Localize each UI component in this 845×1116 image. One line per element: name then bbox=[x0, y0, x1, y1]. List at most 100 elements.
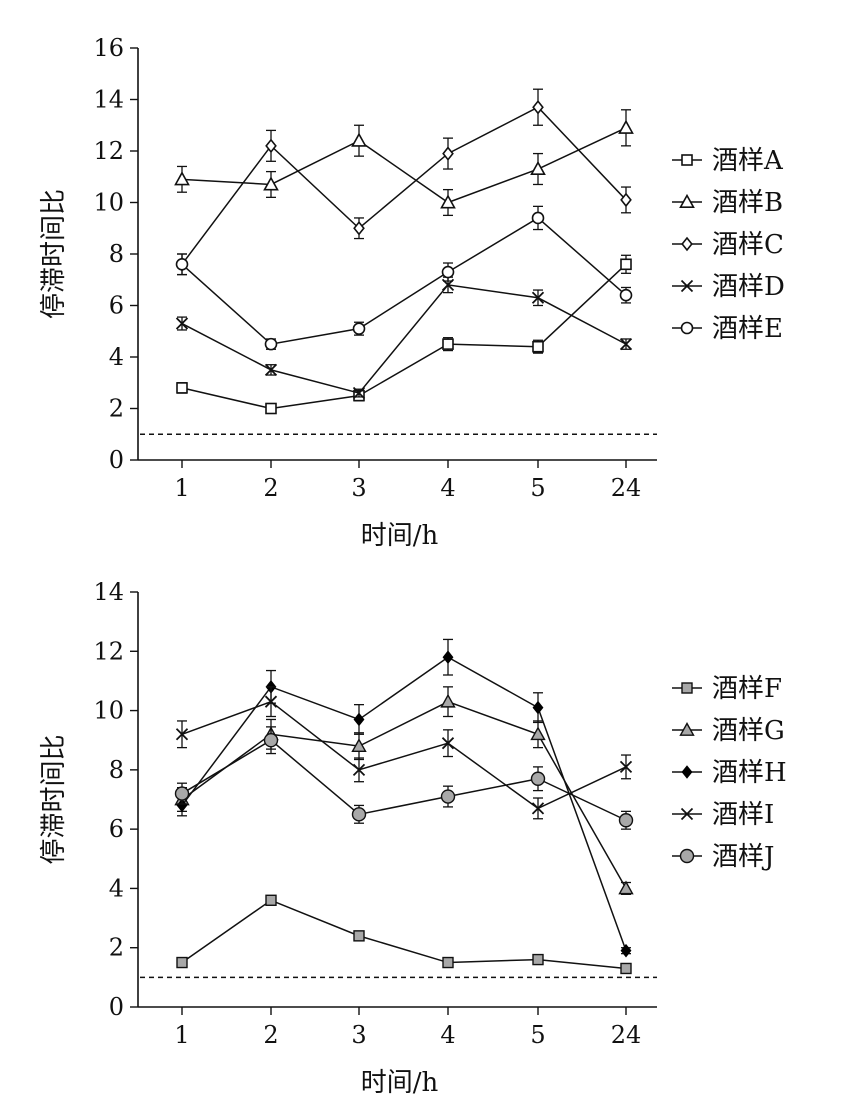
y-tick-label: 12 bbox=[93, 137, 124, 165]
series-酒样H bbox=[176, 638, 632, 958]
y-tick-label: 0 bbox=[109, 446, 124, 474]
y-tick-label: 4 bbox=[109, 874, 124, 902]
legend-marker bbox=[681, 154, 693, 166]
data-point bbox=[531, 802, 545, 815]
series-酒样F bbox=[176, 894, 632, 975]
legend-marker bbox=[680, 321, 694, 335]
data-point bbox=[619, 337, 633, 351]
x-tick-label: 5 bbox=[530, 1021, 545, 1049]
legend-entry: 酒样C bbox=[672, 230, 784, 260]
y-tick-label: 14 bbox=[93, 578, 124, 606]
data-point bbox=[440, 789, 456, 804]
data-point bbox=[175, 317, 189, 330]
legend-entry: 酒样F bbox=[672, 674, 782, 704]
data-point bbox=[442, 956, 454, 969]
x-tick-label: 5 bbox=[530, 474, 545, 502]
x-tick-label: 1 bbox=[174, 474, 189, 502]
y-tick-label: 10 bbox=[93, 189, 124, 217]
legend-marker bbox=[679, 848, 695, 864]
x-tick-label: 1 bbox=[174, 1021, 189, 1049]
legend-label: 酒样J bbox=[712, 842, 774, 872]
y-tick-label: 12 bbox=[93, 637, 124, 665]
series-酒样I bbox=[175, 686, 633, 820]
data-point bbox=[265, 138, 277, 154]
legend-entry: 酒样D bbox=[672, 272, 785, 302]
y-tick-label: 0 bbox=[109, 993, 124, 1021]
data-point bbox=[352, 322, 366, 335]
data-point bbox=[353, 712, 365, 727]
series-line bbox=[181, 700, 627, 810]
y-axis-title: 停滞时间比 bbox=[39, 189, 69, 319]
legend-label: 酒样B bbox=[712, 188, 783, 218]
data-point bbox=[620, 192, 632, 208]
data-point bbox=[530, 160, 546, 176]
data-point bbox=[619, 760, 633, 774]
data-point bbox=[264, 337, 278, 351]
data-point bbox=[530, 771, 546, 786]
data-point bbox=[265, 402, 277, 415]
data-point bbox=[531, 211, 545, 225]
data-point bbox=[353, 220, 365, 236]
data-point bbox=[265, 894, 277, 906]
series-line bbox=[181, 217, 627, 345]
data-point bbox=[351, 132, 367, 147]
data-point bbox=[618, 119, 634, 134]
series-line bbox=[181, 106, 627, 265]
legend-label: 酒样D bbox=[712, 272, 785, 302]
legend-entry: 酒样E bbox=[672, 314, 783, 344]
series-line bbox=[181, 899, 627, 970]
x-tick-label: 2 bbox=[263, 1021, 278, 1049]
series-酒样C bbox=[176, 88, 632, 276]
data-point bbox=[352, 763, 366, 776]
legend-entry: 酒样H bbox=[672, 758, 787, 788]
x-axis-title: 时间/h bbox=[361, 1068, 439, 1098]
data-point bbox=[442, 650, 454, 665]
data-point bbox=[440, 194, 456, 209]
y-axis-title: 停滞时间比 bbox=[39, 734, 69, 864]
series-line bbox=[181, 263, 627, 410]
data-point bbox=[175, 728, 189, 741]
legend-marker bbox=[680, 279, 694, 293]
legend-entry: 酒样G bbox=[672, 716, 785, 746]
legend-label: 酒样H bbox=[712, 758, 787, 788]
x-tick-label: 3 bbox=[351, 474, 366, 502]
data-point bbox=[620, 943, 632, 958]
data-point bbox=[530, 726, 546, 741]
legend-label: 酒样I bbox=[712, 800, 774, 830]
x-tick-label: 4 bbox=[440, 474, 455, 502]
data-point bbox=[351, 738, 367, 753]
y-tick-label: 10 bbox=[93, 697, 124, 725]
legend-label: 酒样F bbox=[712, 674, 782, 704]
data-point bbox=[531, 291, 545, 304]
y-tick-label: 2 bbox=[109, 934, 124, 962]
legend-entry: 酒样I bbox=[672, 800, 774, 830]
x-tick-label: 24 bbox=[611, 1021, 642, 1049]
data-point bbox=[620, 962, 632, 975]
data-point bbox=[263, 176, 279, 191]
data-point bbox=[532, 700, 544, 715]
series-line bbox=[181, 127, 627, 204]
legend-label: 酒样G bbox=[712, 716, 785, 746]
x-tick-label: 4 bbox=[440, 1021, 455, 1049]
y-tick-label: 2 bbox=[109, 395, 124, 423]
data-point bbox=[620, 258, 632, 271]
x-tick-label: 24 bbox=[611, 474, 642, 502]
legend-entry: 酒样A bbox=[672, 146, 784, 176]
data-point bbox=[351, 807, 367, 822]
x-axis-title: 时间/h bbox=[361, 521, 439, 551]
data-point bbox=[441, 265, 455, 279]
x-tick-label: 2 bbox=[263, 474, 278, 502]
data-point bbox=[618, 880, 634, 895]
legend-label: 酒样E bbox=[712, 314, 783, 344]
data-point bbox=[619, 288, 633, 302]
y-tick-label: 6 bbox=[109, 292, 124, 320]
data-point bbox=[263, 733, 279, 748]
legend-marker bbox=[681, 236, 693, 252]
legend-marker bbox=[681, 765, 693, 779]
legend-entry: 酒样J bbox=[672, 842, 774, 872]
series-酒样A bbox=[176, 254, 632, 415]
data-point bbox=[176, 956, 188, 969]
data-point bbox=[442, 338, 454, 350]
